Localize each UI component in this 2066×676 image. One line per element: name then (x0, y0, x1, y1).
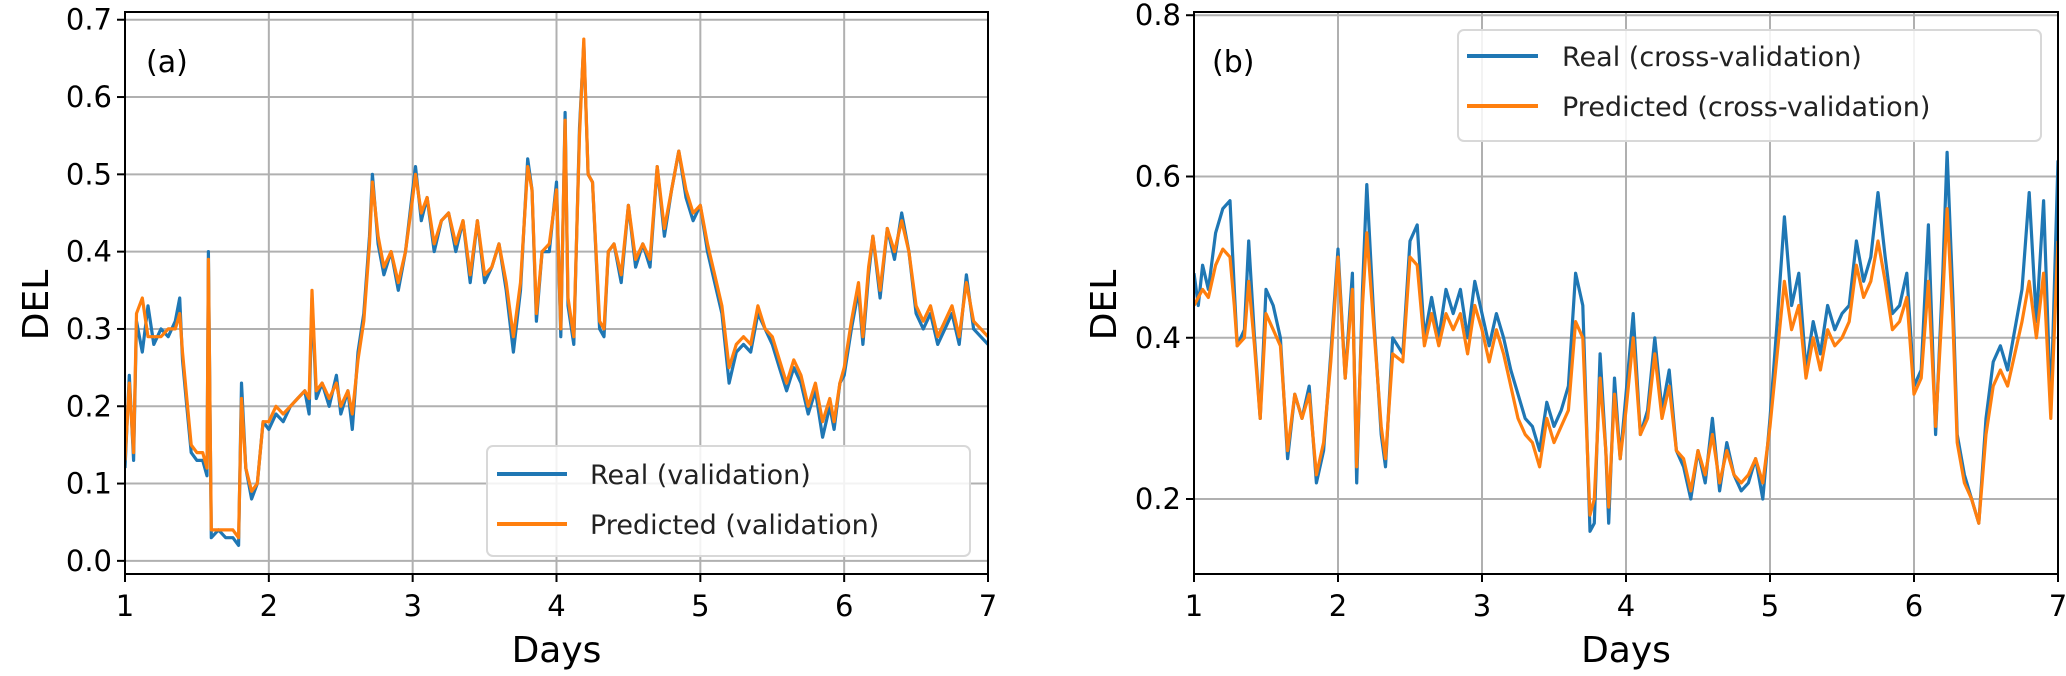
x-tick-label: 6 (835, 589, 853, 623)
x-tick-label: 7 (2049, 589, 2066, 623)
x-tick-label: 5 (1761, 589, 1779, 623)
y-tick-label: 0.1 (66, 467, 112, 501)
x-tick-label: 2 (260, 589, 278, 623)
y-tick-label: 0.7 (66, 3, 112, 37)
x-tick-label: 6 (1905, 589, 1923, 623)
y-axis-label: DEL (16, 270, 57, 341)
y-tick-label: 0.2 (66, 389, 112, 423)
predicted-series-line (125, 37, 988, 540)
y-axis-label: DEL (1084, 270, 1125, 341)
plot-frame (1193, 11, 2059, 575)
chart-panel-a: 1 2 3 4 5 6 7 0.0 0.1 0.2 0.3 0.4 0.5 0.6 0.7 (a) Days DE… (16, 3, 997, 671)
y-tick-label: 0.4 (1135, 321, 1181, 355)
x-tick-label: 2 (1329, 589, 1347, 623)
legend-real-label: Real (validation) (590, 460, 811, 491)
x-axis-label: Days (1581, 630, 1671, 671)
y-tick-label: 0.5 (66, 157, 112, 191)
y-tick-label: 0.2 (1135, 482, 1181, 516)
legend-real-label: Real (cross-validation) (1562, 42, 1862, 73)
legend-predicted-label: Predicted (validation) (590, 510, 879, 541)
legend-box (1457, 29, 2042, 142)
chart-panel-b: 1 2 3 4 5 6 7 0.2 0.4 0.6 0.8 (b) Days DEL Real (cross… (1084, 0, 2066, 671)
y-tick-label: 0.3 (66, 312, 112, 346)
y-tick-label: 0.4 (66, 235, 112, 269)
y-tick-label: 0.8 (1135, 0, 1181, 32)
y-tick-label: 0.6 (66, 80, 112, 114)
legend: Real (validation) Predicted (validation) (486, 445, 971, 557)
legend: Real (cross-validation) Predicted (cross-… (1457, 29, 2042, 142)
x-tick-label: 4 (547, 589, 565, 623)
y-tick-label: 0.0 (66, 544, 112, 578)
x-tick-label: 7 (979, 589, 997, 623)
x-tick-label: 1 (1185, 589, 1203, 623)
legend-box (486, 445, 971, 557)
panel-label: (b) (1212, 45, 1254, 80)
x-tick-label: 4 (1617, 589, 1635, 623)
y-tick-label: 0.6 (1135, 159, 1181, 193)
x-tick-label: 3 (1473, 589, 1491, 623)
x-tick-label: 3 (403, 589, 421, 623)
legend-predicted-label: Predicted (cross-validation) (1562, 92, 1930, 123)
plot-frame (124, 11, 989, 575)
panel-label: (a) (146, 45, 188, 80)
x-axis-label: Days (512, 630, 602, 671)
predicted-series-line (1194, 207, 2058, 525)
x-tick-label: 5 (691, 589, 709, 623)
x-tick-label: 1 (116, 589, 134, 623)
